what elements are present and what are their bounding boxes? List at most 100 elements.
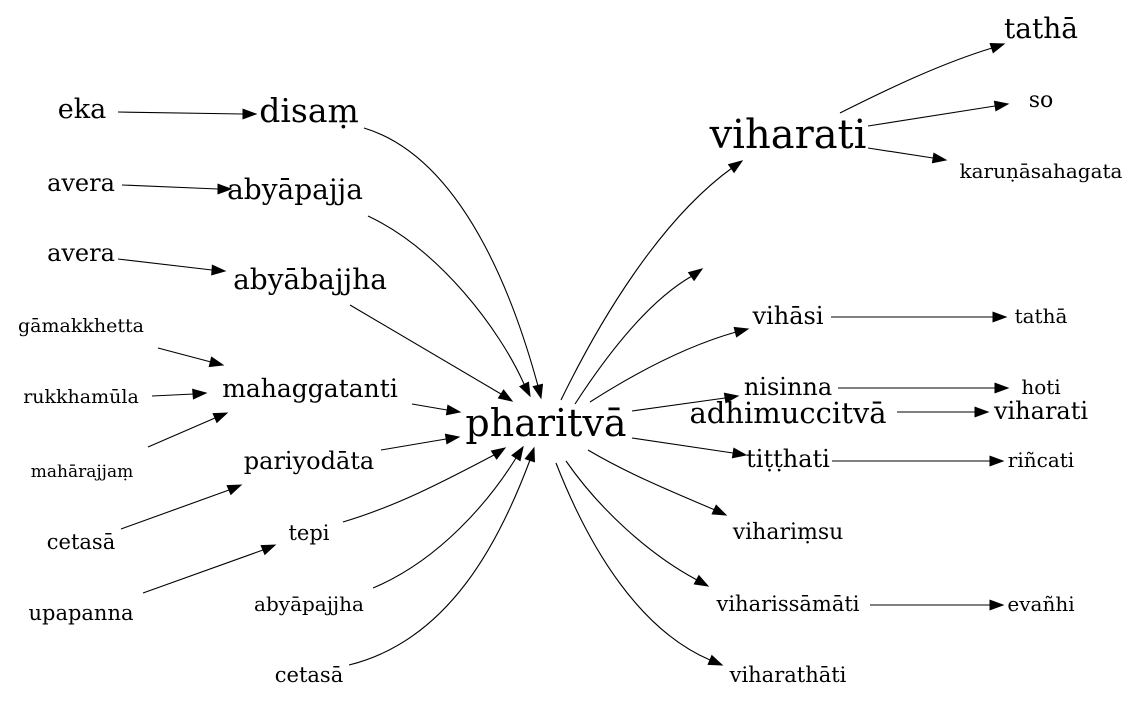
- node-disam: disaṃ: [259, 91, 359, 130]
- edge-line: [867, 105, 996, 127]
- edge-viharati1-to-karuna: [867, 147, 948, 164]
- edge-line: [147, 417, 216, 448]
- edge-line: [120, 489, 230, 530]
- node-evanhi: evañhi: [1007, 592, 1074, 616]
- node-viharissamati: viharissāmāti: [715, 592, 859, 616]
- edge-line: [121, 184, 219, 190]
- node-viharati1: viharati: [709, 112, 867, 158]
- edge-line: [560, 167, 733, 401]
- arrowhead: [731, 447, 748, 459]
- arrowhead: [707, 654, 724, 666]
- node-abyapajja: abyāpajja: [227, 173, 363, 206]
- arrowhead: [490, 447, 507, 460]
- node-pharitva: pharitvā: [465, 401, 626, 445]
- arrowhead: [733, 326, 750, 338]
- edge-viharati1-to-so: [867, 100, 1010, 127]
- edge-disam-to-pharitva: [363, 127, 544, 400]
- arrowhead: [208, 356, 225, 368]
- edge-line: [117, 258, 213, 271]
- edges-layer: [117, 43, 1010, 666]
- arrowhead: [723, 392, 740, 404]
- arrowhead: [524, 446, 535, 463]
- arrowhead: [212, 412, 229, 424]
- arrowhead: [192, 388, 208, 400]
- node-eka: eka: [58, 94, 106, 125]
- edge-viharissamati-to-evanhi: [870, 599, 1005, 611]
- edge-line: [117, 111, 244, 115]
- node-hoti: hoti: [1021, 375, 1060, 399]
- arrowhead: [532, 383, 544, 400]
- edge-line: [348, 459, 531, 666]
- node-gamakkhetta: gāmakkhetta: [18, 315, 144, 337]
- edge-line: [372, 457, 517, 589]
- node-upapanna: upapanna: [28, 601, 133, 625]
- edge-titthati-to-rincati: [832, 455, 1005, 467]
- node-maharajjam: mahārajjaṃ: [31, 462, 133, 482]
- arrowhead: [989, 43, 1006, 54]
- node-tatha2: tathā: [1015, 304, 1068, 328]
- edge-line: [380, 438, 447, 451]
- node-abyabajjha: abyābajjha: [233, 263, 387, 296]
- edge-pharitva-to-vihasi: [589, 326, 750, 403]
- arrowhead: [989, 455, 1005, 467]
- node-pariyodata: pariyodāta: [244, 447, 374, 475]
- node-rukkhamula: rukkhamūla: [23, 386, 139, 408]
- arrowhead: [693, 574, 710, 587]
- arrowhead: [931, 152, 948, 164]
- nodes-layer: pharitvā eka disaṃ avera abyāpajja avera abyāb…: [18, 12, 1123, 687]
- edge-line: [157, 347, 212, 363]
- arrowhead: [974, 406, 990, 418]
- edge-mahaggatanti-to-pharitva: [411, 403, 462, 416]
- edge-line: [367, 215, 525, 385]
- edge-line: [363, 127, 539, 387]
- edge-maharajjam-to-mahaggatanti: [147, 412, 229, 448]
- edge-viharati1-to-tatha1: [839, 43, 1006, 114]
- edge-line: [589, 331, 737, 403]
- node-nisinna: nisinna: [744, 373, 832, 401]
- node-tatha1: tathā: [1004, 12, 1078, 45]
- node-rincati: riñcati: [1008, 448, 1074, 472]
- arrowhead: [211, 264, 227, 276]
- arrowhead: [444, 433, 461, 445]
- edge-avera2-to-abyabajjha: [117, 258, 227, 276]
- edge-cetasa1-to-pariyodata: [120, 484, 243, 530]
- edge-vihasi-to-tatha2: [831, 311, 1008, 323]
- edge-tepi-to-pharitva: [342, 447, 507, 523]
- arrowhead: [260, 544, 277, 556]
- arrowhead: [217, 183, 233, 195]
- arrowhead: [226, 484, 243, 496]
- edge-line: [151, 393, 195, 397]
- arrowhead: [711, 504, 728, 516]
- arrowhead: [992, 311, 1008, 323]
- edge-line: [631, 437, 734, 454]
- arrowhead: [687, 268, 704, 282]
- node-abyapajjha: abyāpajjha: [254, 592, 364, 616]
- edge-pharitva-to-viharimsu: [587, 449, 728, 516]
- arrowhead: [497, 389, 514, 402]
- edge-pharitva-to-adhimuccitva: [574, 268, 704, 405]
- edge-line: [631, 397, 726, 412]
- node-avera1: avera: [47, 169, 115, 197]
- edge-rukkhamula-to-mahaggatanti: [151, 388, 208, 400]
- arrowhead: [445, 404, 462, 416]
- edge-upapanna-to-tepi: [142, 544, 277, 594]
- node-avera2: avera: [47, 239, 115, 267]
- node-tepi: tepi: [288, 521, 329, 545]
- node-viharathati: viharathāti: [729, 663, 847, 687]
- arrowhead: [989, 599, 1005, 611]
- edge-abyapajja-to-pharitva: [367, 215, 531, 398]
- edge-pharitva-to-viharathati: [555, 462, 724, 666]
- edge-eka-to-disam: [117, 108, 258, 120]
- edge-pharitva-to-nisinna: [631, 392, 740, 412]
- edge-gamakkhetta-to-mahaggatanti: [157, 347, 225, 368]
- edge-line: [867, 147, 934, 159]
- edge-pharitva-to-titthati: [631, 437, 748, 459]
- edge-nisinna-to-hoti: [838, 382, 1010, 394]
- edge-adhimuccitva-to-viharati2: [897, 406, 990, 418]
- edge-pharitva-to-viharati1: [560, 160, 744, 401]
- edge-pharitva-to-viharissamati: [565, 460, 710, 587]
- arrowhead: [519, 381, 531, 398]
- edge-cetasa2-to-pharitva: [348, 446, 535, 666]
- node-cetasa1: cetasā: [47, 530, 115, 554]
